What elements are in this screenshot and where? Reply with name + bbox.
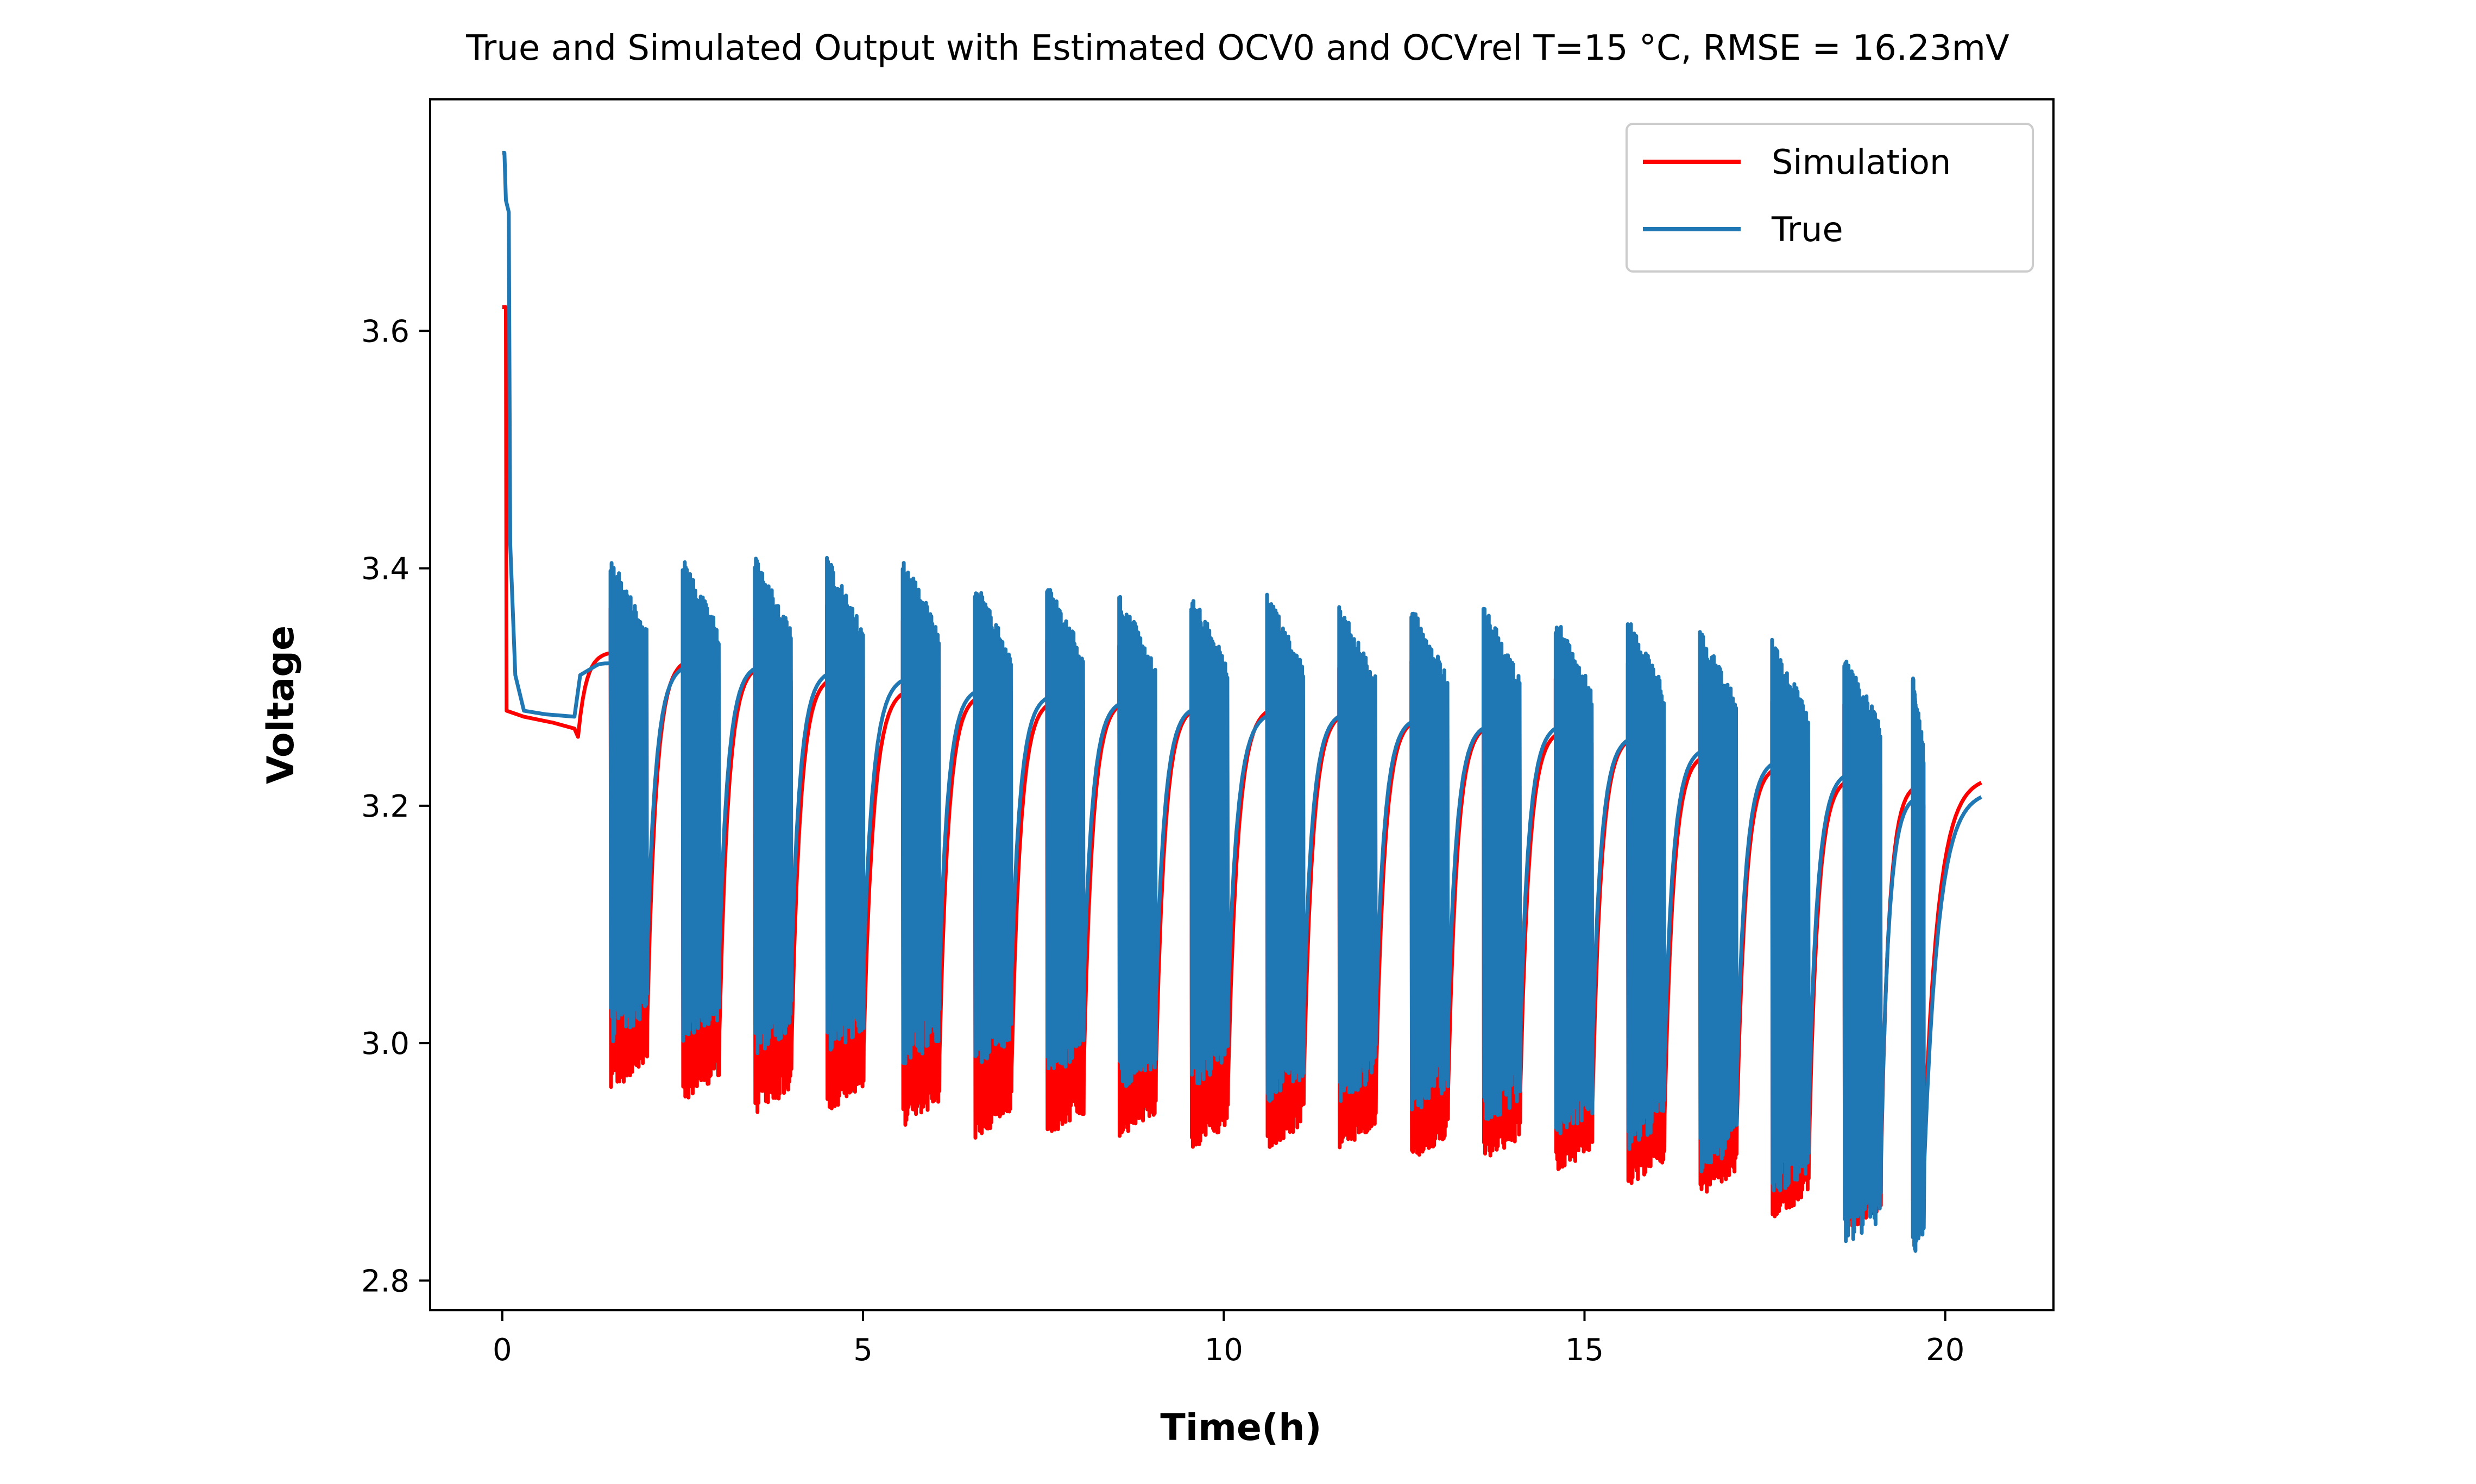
legend: Simulation True <box>1626 123 2034 273</box>
y-axis-label: Voltage <box>260 626 303 784</box>
legend-label-true: True <box>1771 210 1843 249</box>
y-tick-label: 3.6 <box>361 314 409 349</box>
true-line <box>502 150 1982 1253</box>
y-axis: 2.8 3.0 3.2 3.4 3.6 <box>361 314 430 1299</box>
y-tick-label: 3.0 <box>361 1026 409 1062</box>
true-series <box>502 150 1982 1253</box>
x-tick-label: 5 <box>853 1333 873 1368</box>
x-axis-label: Time(h) <box>1160 1406 1321 1449</box>
legend-label-simulation: Simulation <box>1772 142 1951 182</box>
y-tick-label: 2.8 <box>361 1264 409 1299</box>
chart-title: True and Simulated Output with Estimated… <box>465 28 2009 68</box>
x-tick-label: 0 <box>493 1333 512 1368</box>
y-tick-label: 3.4 <box>361 552 409 587</box>
y-tick-label: 3.2 <box>361 789 409 824</box>
x-tick-label: 20 <box>1926 1333 1964 1368</box>
plot-frame <box>429 98 2055 1311</box>
x-tick-label: 15 <box>1565 1333 1604 1368</box>
x-axis: 0 5 10 15 20 <box>493 1310 1964 1368</box>
x-tick-label: 10 <box>1205 1333 1243 1368</box>
